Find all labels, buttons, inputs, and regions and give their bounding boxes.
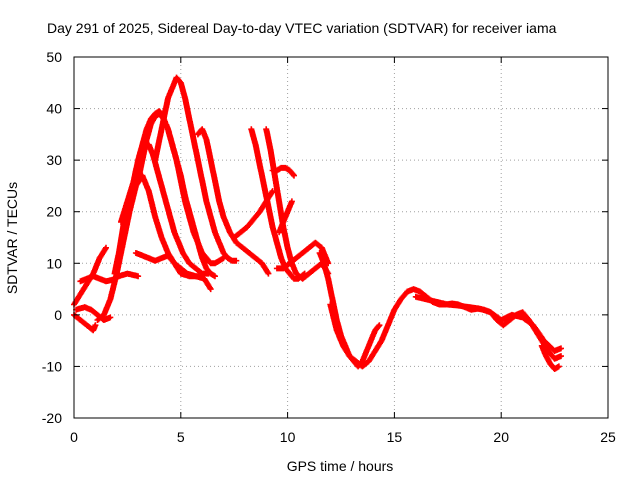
data-point-markers [538,342,562,372]
chart-title: Day 291 of 2025, Sidereal Day-to-day VTE… [47,20,557,36]
x-tick-label: 15 [387,429,403,445]
axis-ticks [73,56,609,419]
x-tick-label: 5 [177,429,185,445]
data-point-markers [273,239,332,272]
data-point-markers [132,250,201,280]
data-point-markers [276,198,295,236]
data-point-markers [269,164,297,179]
y-tick-label: -10 [42,358,62,374]
data-point-markers [412,293,564,354]
y-tick-label: 50 [46,49,62,65]
y-tick-label: 0 [54,307,62,323]
series-arc [269,164,297,179]
data-point-markers [152,74,240,264]
series-arc [412,293,564,354]
series-arc [152,74,240,264]
x-tick-label: 10 [280,429,296,445]
y-tick-label: -20 [42,410,62,426]
data-point-markers [248,126,308,282]
series-arc [194,126,272,277]
x-tick-label: 20 [493,429,509,445]
plot-frame [73,56,609,419]
series-arc [248,126,308,282]
x-tick-label: 25 [600,429,616,445]
y-tick-label: 20 [46,204,62,220]
series-arc [132,250,201,280]
y-axis-label: SDTVAR / TECUs [4,182,20,294]
x-axis-label: GPS time / hours [287,458,394,474]
y-tick-label: 30 [46,152,62,168]
tick-labels: 0 5 10 15 20 25 -20 -10 0 10 20 30 40 50 [42,49,616,445]
series-arc [276,198,295,236]
y-tick-label: 10 [46,255,62,271]
series-arc [273,239,332,272]
series-arc [538,342,562,372]
data-point-markers [194,126,272,277]
data-markers [71,74,564,372]
y-tick-label: 40 [46,101,62,117]
x-tick-label: 0 [70,429,78,445]
